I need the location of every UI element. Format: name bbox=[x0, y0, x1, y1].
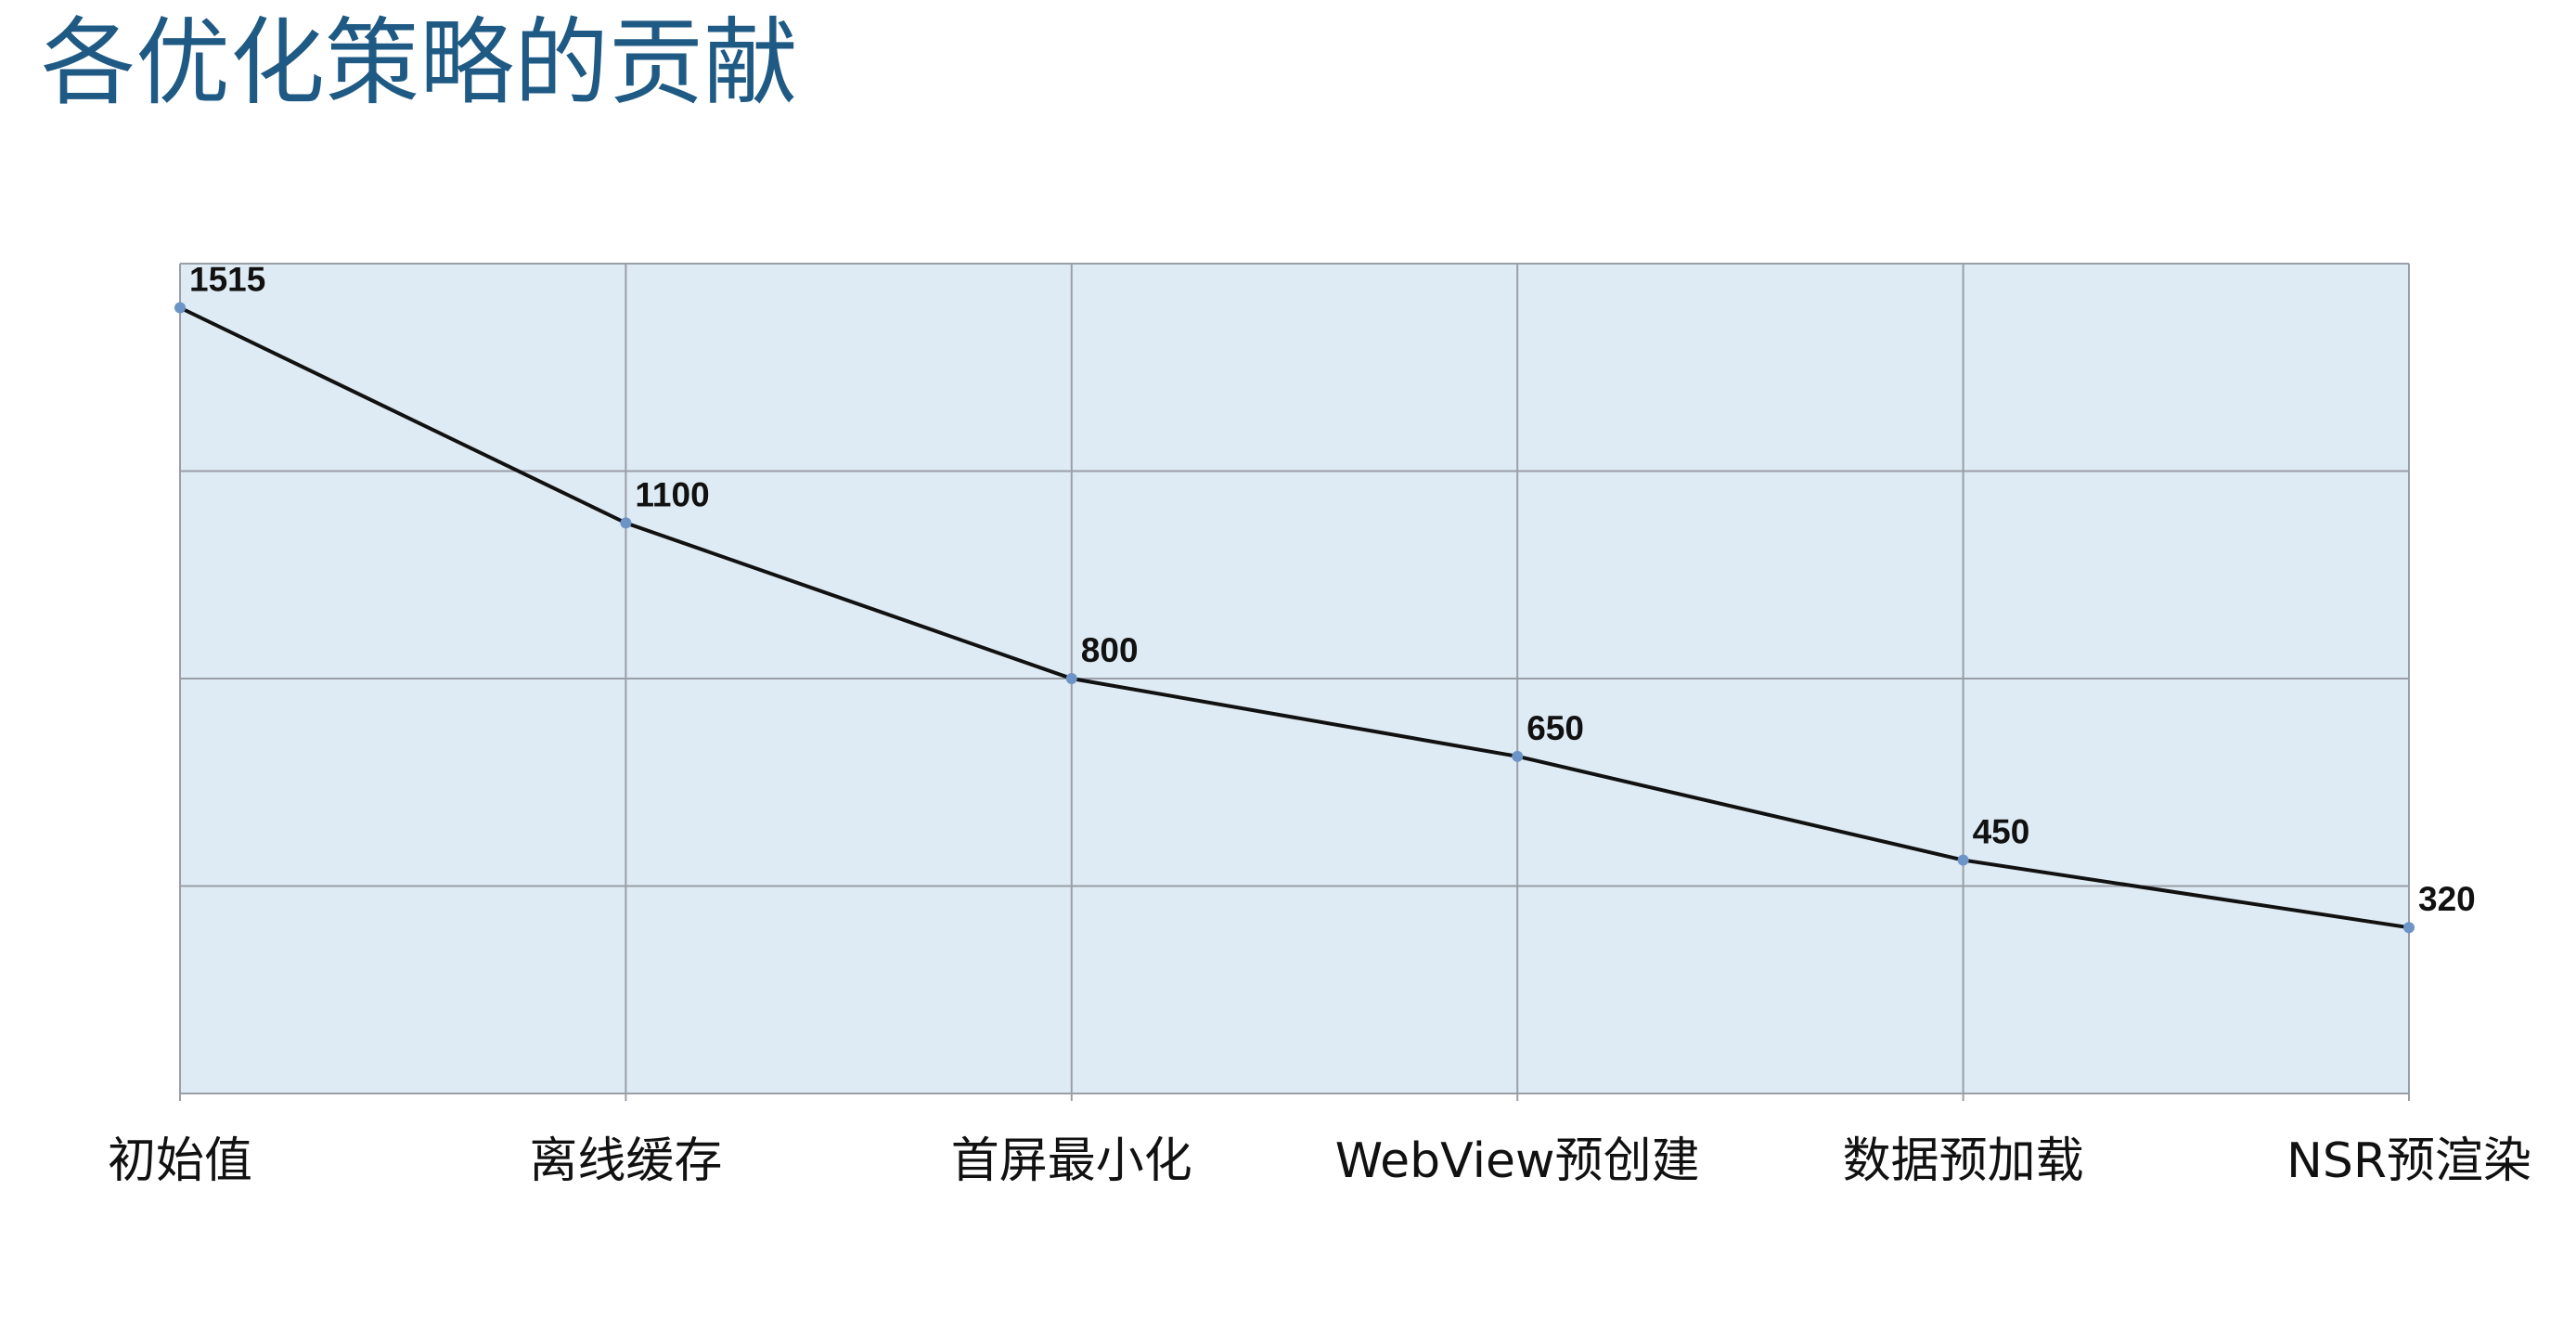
category-label: NSR预渲染 bbox=[2286, 1133, 2531, 1189]
data-label: 1100 bbox=[635, 475, 709, 513]
data-labels: 1515 1100 800 650 450 320 bbox=[189, 260, 2476, 918]
data-points bbox=[174, 302, 2415, 934]
data-point bbox=[1065, 673, 1077, 684]
data-label: 1515 bbox=[189, 260, 265, 298]
data-point bbox=[1512, 750, 1524, 762]
data-point bbox=[1957, 854, 1969, 866]
category-label: 首屏最小化 bbox=[951, 1133, 1192, 1189]
category-labels: 初始值 离线缓存 首屏最小化 WebView预创建 数据预加载 NSR预渲染 bbox=[108, 1133, 2531, 1189]
category-label: WebView预创建 bbox=[1335, 1133, 1700, 1189]
page-title: 各优化策略的贡献 bbox=[41, 8, 798, 119]
category-label: 数据预加载 bbox=[1843, 1133, 2084, 1189]
data-label: 320 bbox=[2418, 880, 2476, 918]
data-point bbox=[174, 302, 186, 314]
x-axis-ticks bbox=[179, 1094, 2410, 1101]
data-label: 800 bbox=[1081, 631, 1139, 669]
series-line bbox=[179, 305, 2410, 930]
data-point bbox=[2403, 922, 2415, 934]
data-point bbox=[620, 517, 632, 529]
data-label: 650 bbox=[1526, 709, 1584, 747]
data-label: 450 bbox=[1973, 813, 2030, 851]
category-label: 初始值 bbox=[108, 1133, 252, 1189]
category-label: 离线缓存 bbox=[529, 1133, 722, 1189]
